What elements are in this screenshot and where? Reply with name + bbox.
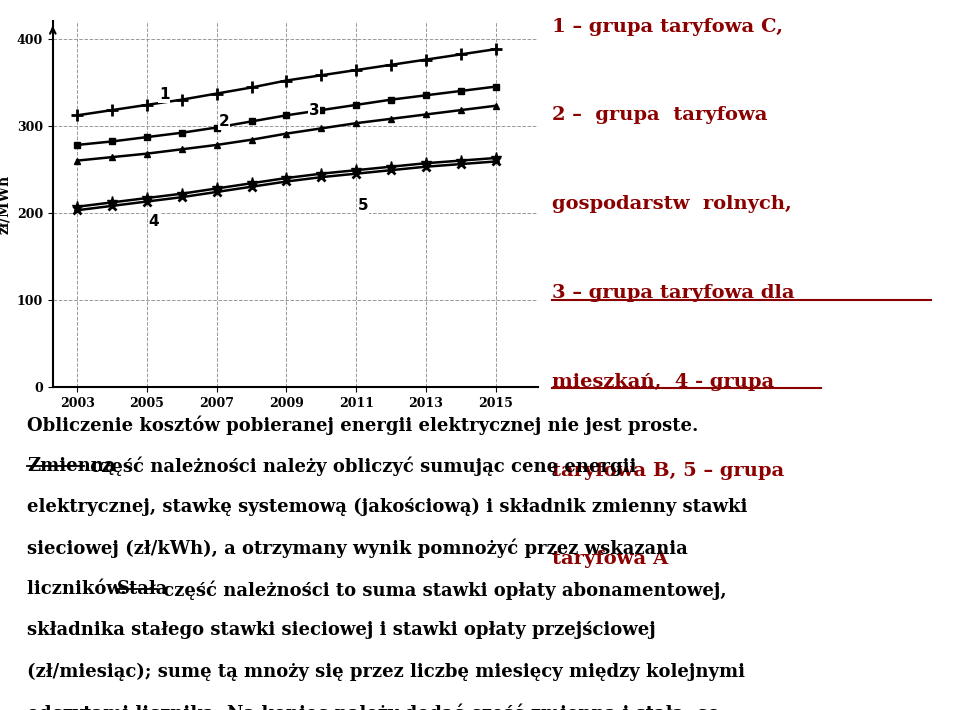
Text: 4: 4 bbox=[149, 214, 159, 229]
Text: taryfowa A: taryfowa A bbox=[552, 550, 668, 568]
Text: część należności należy obliczyć sumując cenę energii: część należności należy obliczyć sumując… bbox=[84, 457, 636, 476]
Text: Zmienną: Zmienną bbox=[27, 457, 115, 474]
Text: 2 –  grupa  taryfowa: 2 – grupa taryfowa bbox=[552, 106, 767, 124]
Text: odczytami licznika. Na koniec należy dodać część zmienną i stałą, co: odczytami licznika. Na koniec należy dod… bbox=[27, 704, 719, 710]
Text: część należności to suma stawki opłaty abonamentowej,: część należności to suma stawki opłaty a… bbox=[157, 580, 727, 599]
Text: (zł/miesiąc); sumę tą mnoży się przez liczbę miesięcy między kolejnymi: (zł/miesiąc); sumę tą mnoży się przez li… bbox=[27, 662, 745, 681]
Text: Obliczenie kosztów pobieranej energii elektrycznej nie jest proste.: Obliczenie kosztów pobieranej energii el… bbox=[27, 415, 698, 435]
Text: liczników.: liczników. bbox=[27, 580, 132, 598]
Text: mieszkań,  4 - grupa: mieszkań, 4 - grupa bbox=[552, 373, 775, 390]
Text: gospodarstw  rolnych,: gospodarstw rolnych, bbox=[552, 195, 792, 213]
Text: 3: 3 bbox=[309, 103, 320, 118]
Text: 1: 1 bbox=[159, 87, 170, 102]
Text: 2: 2 bbox=[218, 114, 229, 129]
Text: taryfowa B, 5 – grupa: taryfowa B, 5 – grupa bbox=[552, 462, 784, 479]
Text: 1 – grupa taryfowa C,: 1 – grupa taryfowa C, bbox=[552, 18, 783, 36]
Text: Stała: Stała bbox=[117, 580, 168, 598]
Text: 5: 5 bbox=[358, 198, 369, 214]
Text: elektrycznej, stawkę systemową (jakościową) i składnik zmienny stawki: elektrycznej, stawkę systemową (jakościo… bbox=[27, 498, 747, 516]
Y-axis label: zł/MWh: zł/MWh bbox=[0, 175, 12, 234]
Text: 3 – grupa taryfowa dla: 3 – grupa taryfowa dla bbox=[552, 284, 795, 302]
Text: sieciowej (zł/kWh), a otrzymany wynik pomnożyć przez wskazania: sieciowej (zł/kWh), a otrzymany wynik po… bbox=[27, 539, 687, 558]
Text: składnika stałego stawki sieciowej i stawki opłaty przejściowej: składnika stałego stawki sieciowej i sta… bbox=[27, 621, 656, 639]
